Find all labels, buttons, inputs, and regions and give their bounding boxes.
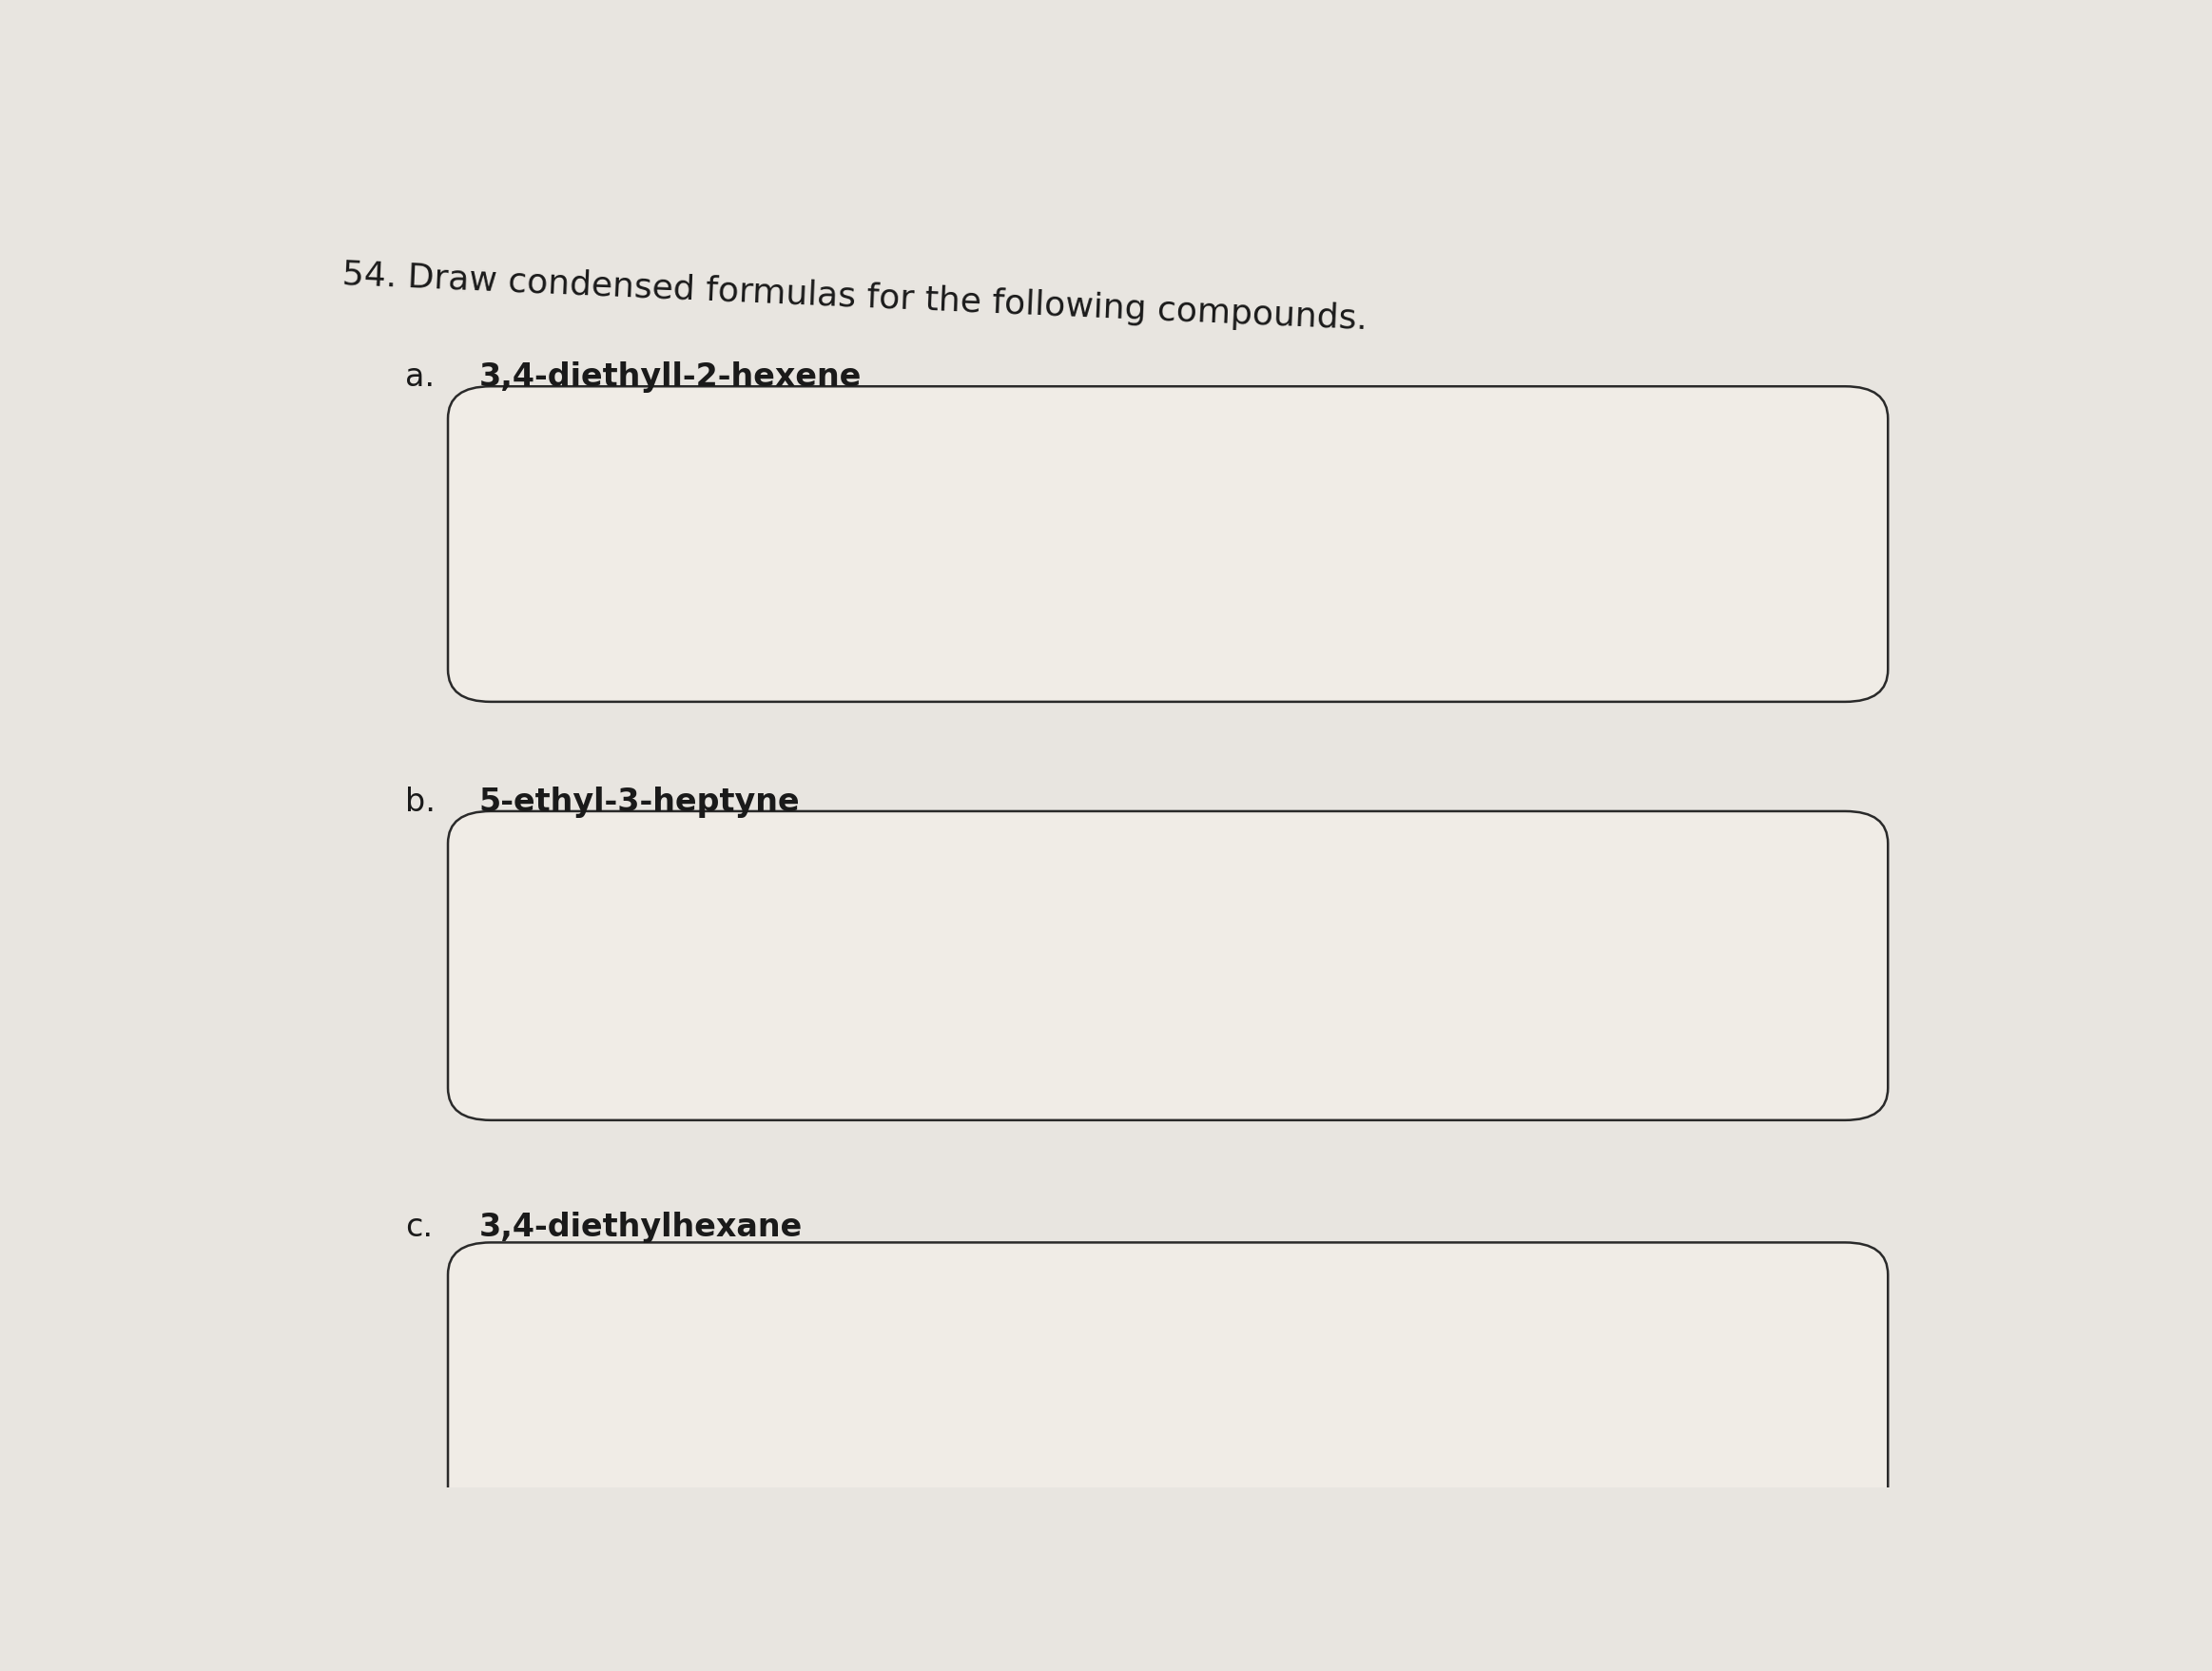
Text: b.: b. — [405, 785, 436, 817]
Text: 3,4-diethyll-2-hexene: 3,4-diethyll-2-hexene — [478, 361, 860, 393]
Text: c.: c. — [405, 1210, 434, 1242]
FancyBboxPatch shape — [447, 1243, 1889, 1551]
Text: a.: a. — [405, 361, 436, 393]
FancyBboxPatch shape — [447, 388, 1889, 702]
Text: 5-ethyl-3-heptyne: 5-ethyl-3-heptyne — [478, 785, 801, 817]
FancyBboxPatch shape — [447, 812, 1889, 1121]
Text: 54. Draw condensed formulas for the following compounds.: 54. Draw condensed formulas for the foll… — [341, 259, 1369, 336]
Text: 3,4-diethylhexane: 3,4-diethylhexane — [478, 1210, 803, 1242]
